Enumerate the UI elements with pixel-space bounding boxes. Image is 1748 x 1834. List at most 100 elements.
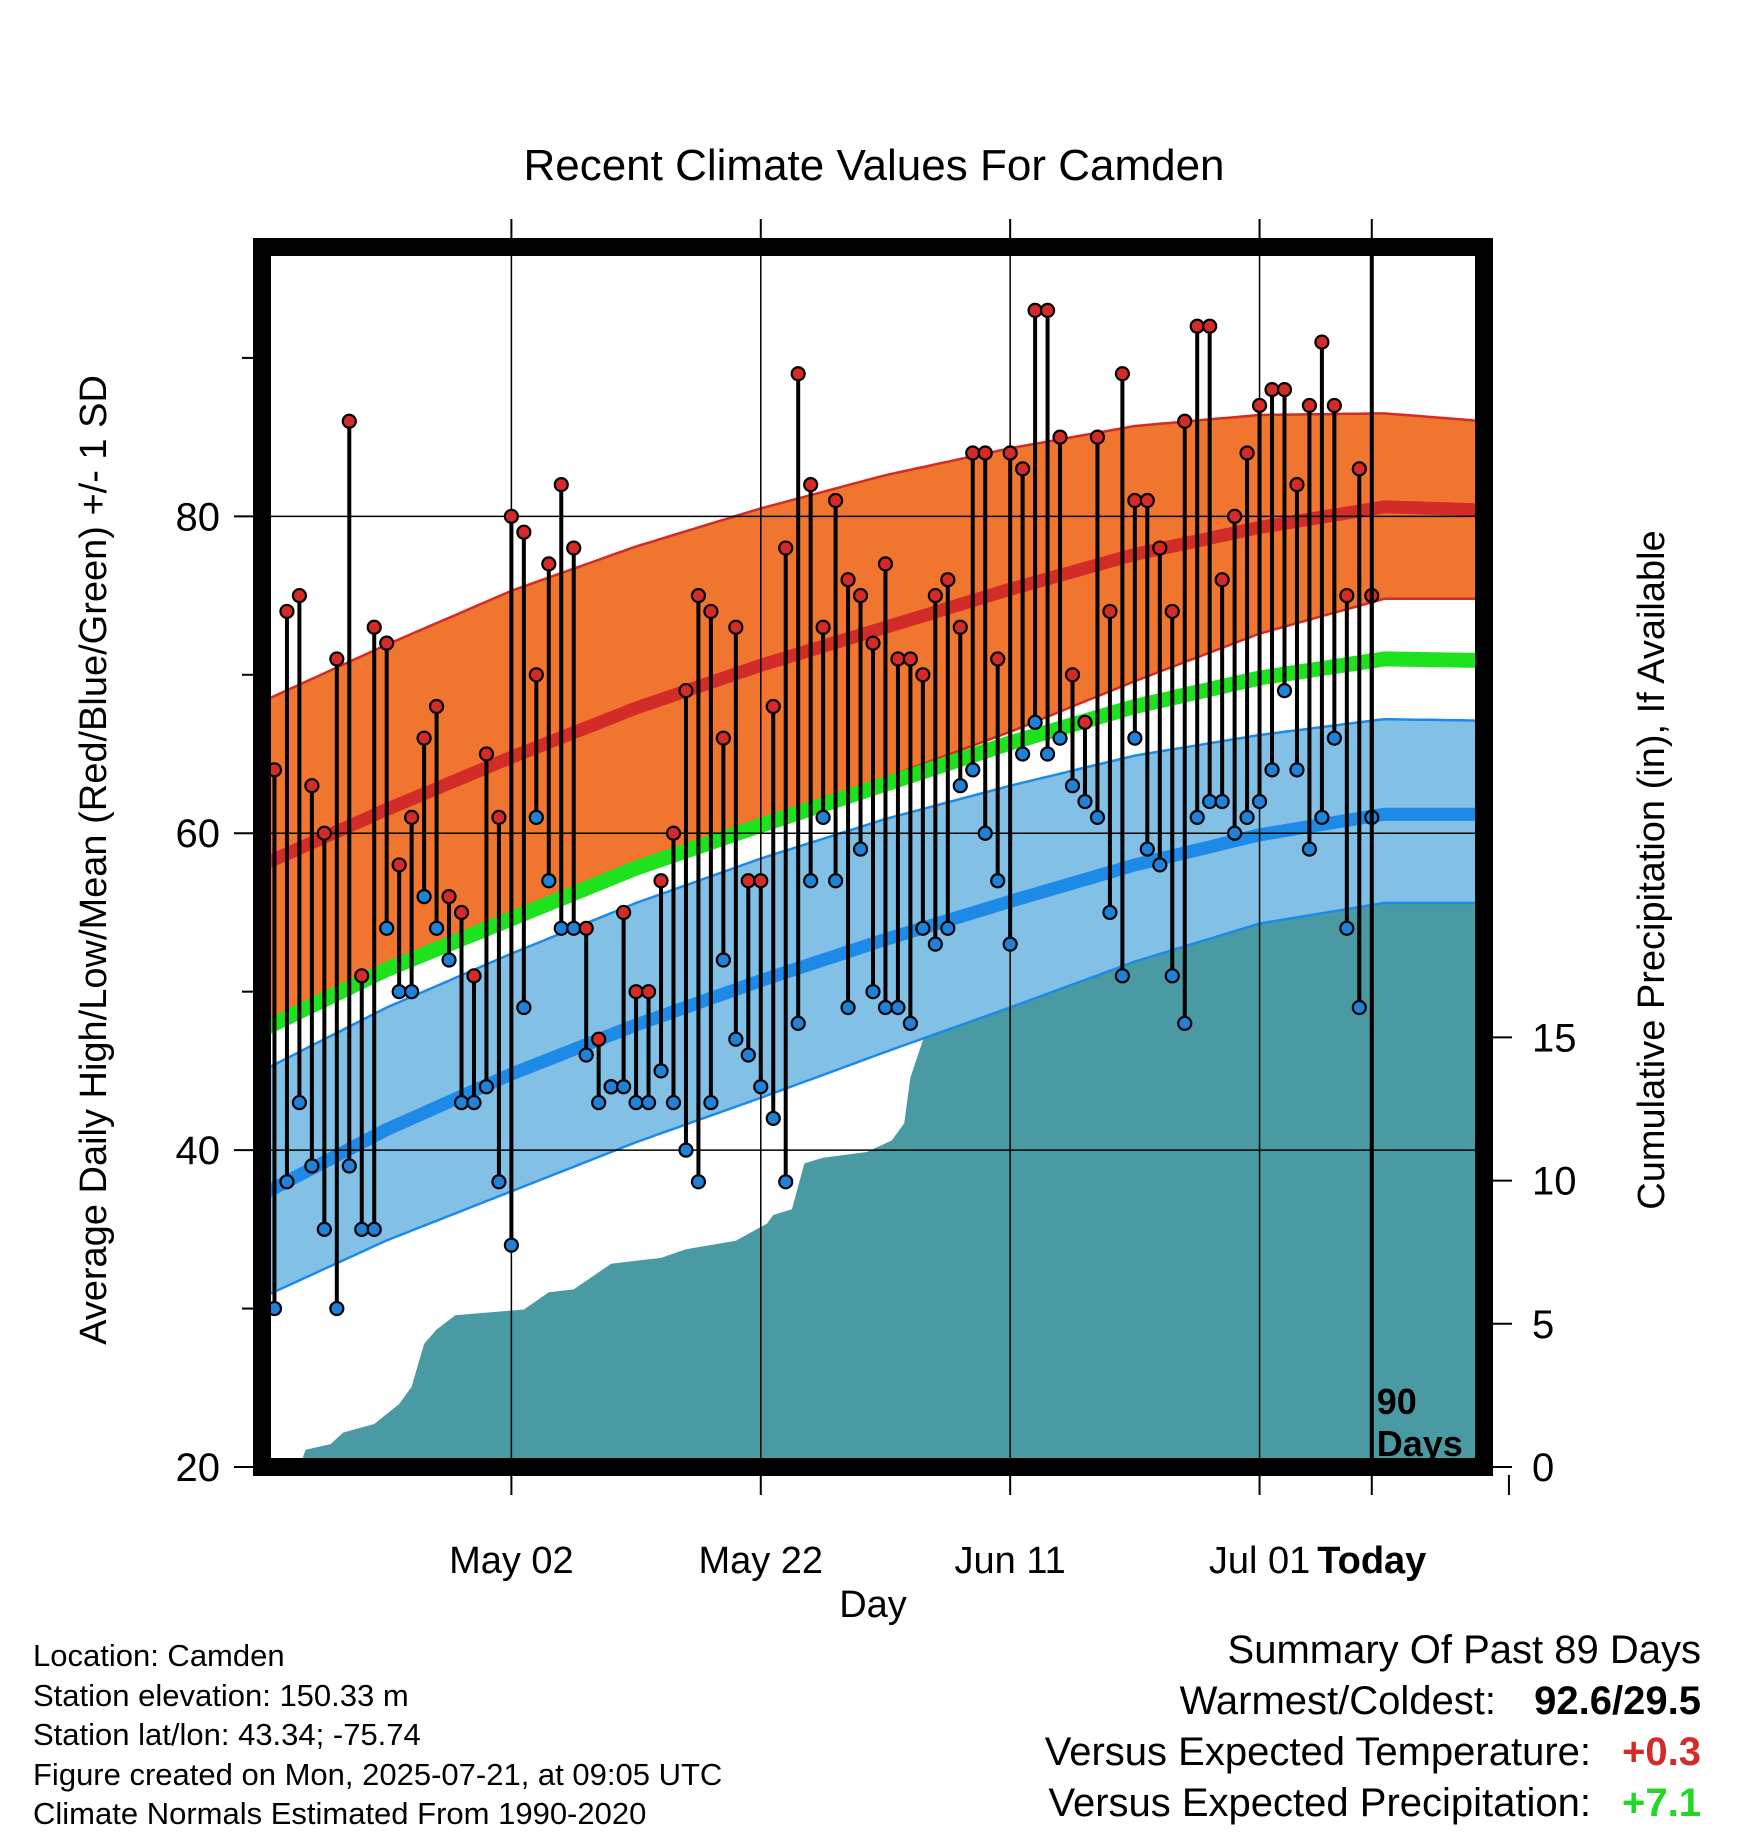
y-tick-label: 40 — [176, 1129, 221, 1173]
daily-high-point — [1152, 540, 1168, 556]
daily-high-point — [827, 492, 844, 509]
daily-low-point — [778, 1174, 794, 1190]
daily-low-point — [528, 809, 544, 825]
daily-high-point — [491, 809, 507, 825]
daily-low-point — [603, 1079, 619, 1095]
daily-high-point — [566, 540, 582, 556]
daily-high-point — [640, 984, 657, 1000]
daily-low-point — [616, 1079, 632, 1095]
daily-high-point — [952, 619, 968, 635]
daily-high-point — [815, 619, 831, 635]
daily-high-point — [753, 873, 769, 889]
daily-low-point — [1289, 762, 1305, 778]
daily-high-point — [516, 524, 532, 540]
daily-low-point — [1351, 999, 1367, 1016]
daily-low-point — [591, 1094, 607, 1111]
daily-high-point — [1251, 397, 1268, 414]
daily-low-point — [1164, 968, 1180, 984]
daily-high-point — [1052, 429, 1068, 445]
daily-high-point — [927, 587, 943, 604]
daily-low-point — [304, 1158, 320, 1174]
daily-high-point — [528, 667, 544, 683]
daily-high-point — [1015, 461, 1031, 477]
daily-high-point — [503, 508, 519, 524]
daily-low-point — [815, 809, 831, 825]
daily-low-point — [1339, 920, 1355, 936]
daily-low-point — [1227, 825, 1243, 841]
daily-low-point — [1139, 841, 1155, 857]
daily-low-point — [827, 873, 844, 889]
daily-high-point — [1301, 397, 1318, 414]
daily-high-point — [715, 730, 731, 746]
daily-low-point — [690, 1174, 707, 1190]
daily-low-point — [1239, 809, 1255, 825]
daily-low-point — [1039, 746, 1056, 762]
daily-high-point — [940, 572, 956, 588]
daily-low-point — [503, 1237, 519, 1253]
daily-low-point — [1064, 778, 1081, 794]
daily-high-point — [366, 619, 382, 635]
daily-high-point — [541, 556, 557, 572]
x-tick-label: Jul 01 — [1209, 1540, 1310, 1582]
daily-high-point — [1264, 381, 1280, 398]
created-text: Figure created on Mon, 2025-07-21, at 09… — [33, 1756, 723, 1792]
daily-low-point — [379, 920, 395, 936]
daily-high-point — [902, 651, 919, 667]
daily-high-point — [977, 445, 993, 461]
daily-high-point — [553, 477, 569, 493]
daily-high-point — [466, 968, 482, 984]
location-text: Location: Camden — [33, 1638, 285, 1673]
precip-label: Versus Expected Precipitation: — [1048, 1781, 1591, 1825]
daily-high-point — [690, 587, 707, 604]
daily-low-point — [877, 999, 894, 1016]
daily-low-point — [915, 920, 931, 936]
today-window-label: Days — [1377, 1423, 1463, 1464]
daily-high-point — [915, 667, 931, 683]
daily-low-point — [391, 984, 407, 1000]
daily-low-point — [927, 936, 943, 952]
warmest-row: Warmest/Coldest: 92.6/29.5 — [1045, 1676, 1701, 1727]
daily-high-point — [765, 698, 781, 715]
daily-high-point — [890, 651, 906, 667]
daily-low-point — [1114, 968, 1130, 984]
daily-low-point — [1089, 809, 1106, 825]
summary-heading: Summary Of Past 89 Days — [1227, 1628, 1701, 1672]
x-tick-label: May 02 — [449, 1540, 574, 1582]
daily-high-point — [391, 857, 407, 873]
daily-high-point — [1289, 477, 1305, 493]
daily-high-point — [1039, 302, 1056, 318]
daily-low-point — [541, 873, 557, 889]
daily-high-point — [1351, 461, 1367, 477]
daily-low-point — [740, 1047, 756, 1063]
daily-high-point — [1227, 508, 1243, 524]
daily-high-point — [1102, 603, 1118, 620]
plot-frame — [253, 238, 1493, 1476]
daily-low-point — [516, 999, 532, 1016]
daily-low-point — [329, 1300, 345, 1317]
x-axis-label: Day — [839, 1584, 907, 1626]
daily-high-point — [628, 984, 644, 1000]
temp-label: Versus Expected Temperature: — [1044, 1730, 1591, 1774]
daily-low-point — [1276, 683, 1293, 699]
daily-high-point — [354, 968, 370, 984]
daily-high-point — [803, 477, 819, 493]
normal-high-line — [259, 500, 1485, 871]
normals-text: Climate Normals Estimated From 1990-2020 — [33, 1796, 647, 1831]
temp-value: +0.3 — [1622, 1730, 1701, 1774]
chart-title: Recent Climate Values For Camden — [523, 141, 1224, 190]
daily-high-point — [1089, 429, 1106, 445]
daily-high-point — [404, 809, 420, 825]
x-tick-label: May 22 — [698, 1540, 823, 1582]
daily-low-point — [790, 1015, 806, 1031]
daily-high-point — [665, 825, 682, 841]
daily-low-point — [478, 1079, 495, 1095]
daily-low-point — [940, 920, 956, 936]
y2-tick-label: 15 — [1532, 1016, 1577, 1060]
daily-high-point — [740, 873, 756, 889]
y-axis-label: Average Daily High/Low/Mean (Red/Blue/Gr… — [73, 375, 115, 1345]
y2-tick-label: 5 — [1532, 1303, 1554, 1347]
daily-low-point — [578, 1047, 594, 1063]
daily-high-point — [428, 698, 445, 715]
y-tick-label: 60 — [176, 812, 221, 856]
